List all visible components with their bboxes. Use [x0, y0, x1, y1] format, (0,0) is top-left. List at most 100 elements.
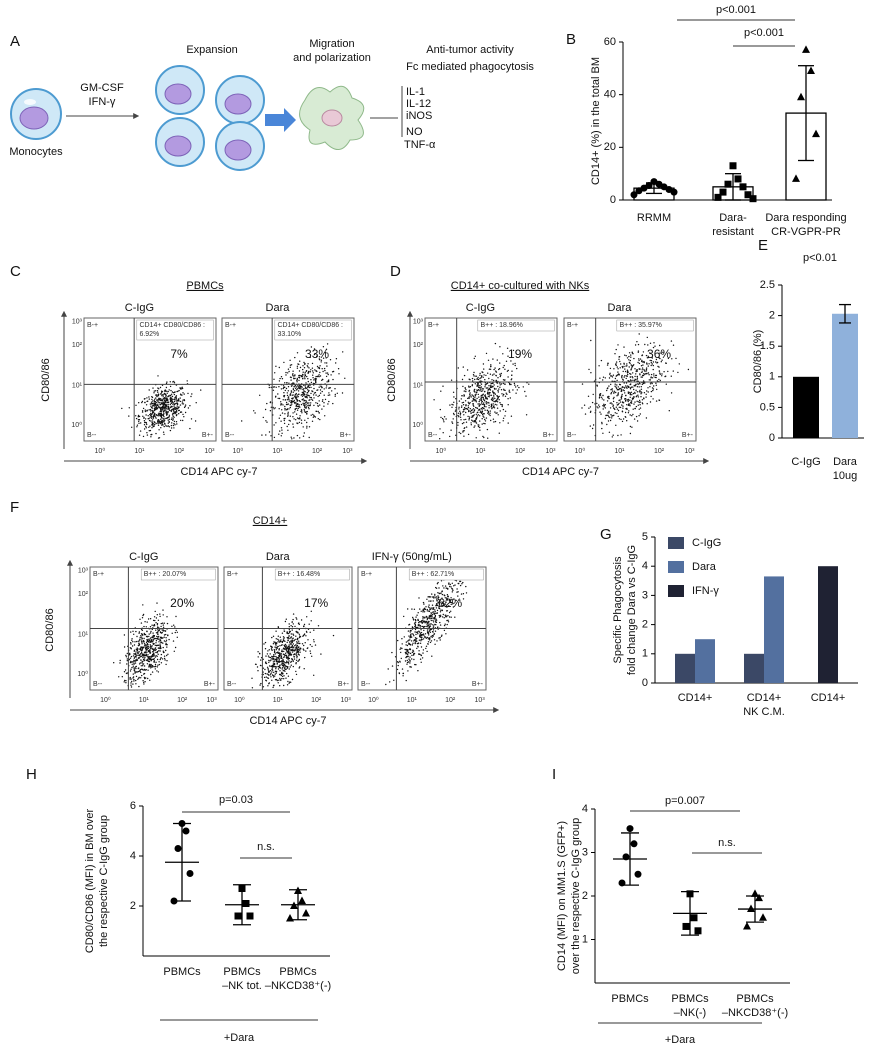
event-dot	[296, 652, 297, 653]
event-dot	[598, 365, 599, 366]
event-dot	[171, 626, 172, 627]
event-dot	[631, 394, 632, 395]
event-dot	[599, 378, 600, 379]
event-dot	[326, 362, 327, 363]
event-dot	[138, 645, 139, 646]
event-dot	[289, 420, 290, 421]
quadrant-label: B+-	[472, 681, 484, 688]
event-dot	[306, 426, 307, 427]
event-dot	[299, 404, 300, 405]
event-dot	[149, 680, 150, 681]
event-dot	[158, 654, 159, 655]
event-dot	[602, 398, 603, 399]
event-dot	[182, 387, 183, 388]
event-dot	[659, 372, 660, 373]
event-dot	[310, 371, 311, 372]
event-dot	[167, 412, 168, 413]
event-dot	[449, 404, 450, 405]
event-dot	[429, 611, 430, 612]
event-dot	[142, 669, 143, 670]
event-dot	[304, 420, 305, 421]
event-dot	[312, 363, 313, 364]
event-dot	[283, 675, 284, 676]
event-dot	[132, 677, 133, 678]
event-dot	[174, 421, 175, 422]
event-dot	[483, 404, 484, 405]
event-dot	[614, 409, 615, 410]
event-dot	[482, 390, 483, 391]
event-dot	[473, 398, 474, 399]
event-dot	[131, 427, 132, 428]
event-dot	[495, 400, 496, 401]
event-dot	[491, 404, 492, 405]
event-dot	[166, 408, 167, 409]
event-dot	[140, 637, 141, 638]
event-dot	[126, 656, 127, 657]
event-dot	[148, 415, 149, 416]
event-dot	[428, 638, 429, 639]
event-dot	[630, 414, 631, 415]
event-dot	[652, 377, 653, 378]
event-dot	[295, 636, 296, 637]
event-dot	[415, 634, 416, 635]
event-dot	[639, 386, 640, 387]
event-dot	[465, 586, 466, 587]
event-dot	[307, 639, 308, 640]
event-dot	[127, 653, 128, 654]
event-dot	[481, 397, 482, 398]
event-dot	[176, 414, 177, 415]
event-dot	[182, 420, 183, 421]
event-dot	[140, 647, 141, 648]
event-dot	[639, 373, 640, 374]
event-dot	[445, 615, 446, 616]
y-tick-label: 10⁰	[412, 421, 423, 429]
event-dot	[500, 410, 501, 411]
event-dot	[637, 391, 638, 392]
event-dot	[170, 395, 171, 396]
event-dot	[491, 379, 492, 380]
event-dot	[423, 633, 424, 634]
event-dot	[296, 632, 297, 633]
event-dot	[330, 359, 331, 360]
event-dot	[615, 425, 616, 426]
event-dot	[492, 386, 493, 387]
event-dot	[292, 679, 293, 680]
x-tick-label: –NKCD38⁺(-)	[722, 1007, 788, 1019]
event-dot	[178, 407, 179, 408]
event-dot	[285, 669, 286, 670]
event-dot	[160, 387, 161, 388]
event-dot	[424, 608, 425, 609]
event-dot	[625, 398, 626, 399]
event-dot	[283, 663, 284, 664]
event-dot	[638, 405, 639, 406]
event-dot	[641, 355, 642, 356]
event-dot	[310, 402, 311, 403]
event-dot	[274, 661, 275, 662]
event-dot	[402, 668, 403, 669]
event-dot	[464, 375, 465, 376]
event-dot	[421, 662, 422, 663]
event-dot	[292, 423, 293, 424]
data-point	[740, 183, 747, 190]
event-dot	[462, 423, 463, 424]
event-dot	[120, 660, 121, 661]
event-dot	[626, 404, 627, 405]
event-dot	[143, 417, 144, 418]
event-dot	[275, 366, 276, 367]
event-dot	[487, 398, 488, 399]
event-dot	[176, 391, 177, 392]
event-dot	[299, 652, 300, 653]
event-dot	[509, 392, 510, 393]
event-dot	[503, 418, 504, 419]
event-dot	[156, 423, 157, 424]
event-dot	[164, 623, 165, 624]
event-dot	[503, 420, 504, 421]
event-dot	[401, 648, 402, 649]
event-dot	[630, 380, 631, 381]
event-dot	[276, 657, 277, 658]
event-dot	[590, 425, 591, 426]
event-dot	[454, 617, 455, 618]
event-dot	[486, 403, 487, 404]
event-dot	[296, 650, 297, 651]
event-dot	[604, 405, 605, 406]
